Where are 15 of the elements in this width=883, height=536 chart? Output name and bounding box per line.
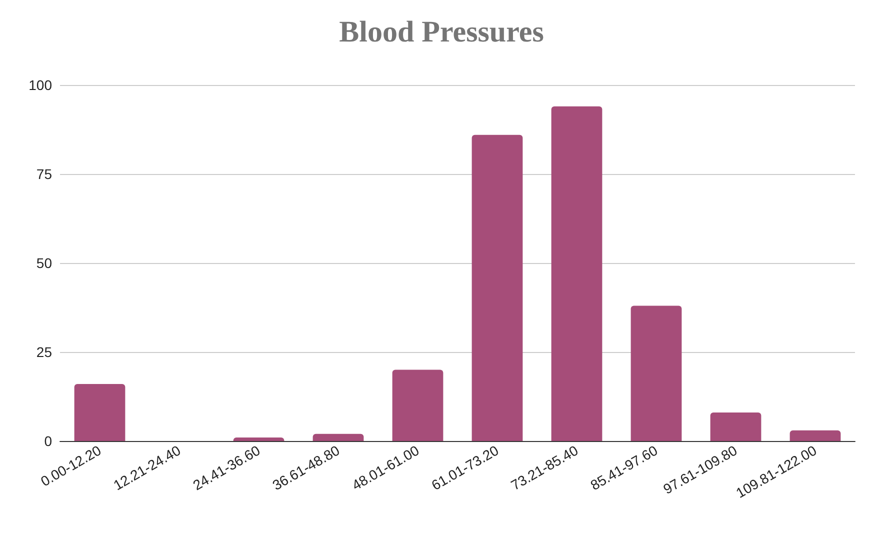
- bar: [233, 437, 284, 441]
- bar: [312, 434, 364, 441]
- y-tick-label: 75: [36, 166, 52, 182]
- y-tick-label: 50: [36, 255, 52, 271]
- bar: [630, 306, 682, 441]
- y-tick-label: 0: [44, 433, 52, 449]
- bar: [790, 430, 841, 441]
- bar: [551, 106, 602, 441]
- bar: [74, 384, 126, 441]
- y-tick-label: 25: [36, 344, 52, 360]
- bar: [710, 412, 762, 441]
- bar: [392, 370, 444, 441]
- bar: [472, 134, 523, 441]
- chart-title: Blood Pressures: [339, 16, 544, 48]
- y-tick-label: 100: [28, 77, 52, 93]
